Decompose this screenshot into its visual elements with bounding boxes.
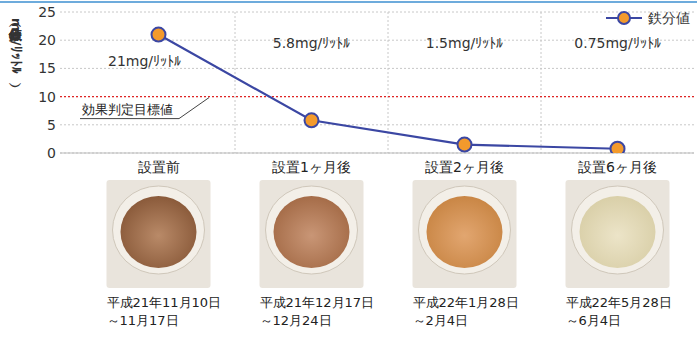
grid [60,12,694,153]
photo-inner [580,196,656,268]
marks [152,28,625,153]
data-labels: 21mg/ﾘｯﾄﾙ 5.8mg/ﾘｯﾄﾙ 1.5mg/ﾘｯﾄﾙ 0.75mg/ﾘｯﾄﾙ [108,35,661,69]
grid-line [60,96,694,97]
photo-caption: 平成21年11月10日 [107,295,222,310]
photo-caption: ～12月24日 [260,313,332,328]
x-tick-label: 設置前 [138,159,180,175]
x-axis-line [60,153,694,154]
y-tick-label: 10 [38,89,56,105]
x-tick-label: 設置6ヶ月後 [578,159,657,175]
photo-rim [113,186,205,274]
reference-label: 効果判定目標値 [82,102,173,117]
photo-caption: ～11月17日 [107,313,179,328]
photo-inner [121,196,197,268]
reference-underline [80,118,179,119]
y-axis-title: 鉄分値（mg/ﾘｯﾄﾙ） [9,18,24,88]
category-separator [235,12,236,153]
series-marker [611,142,625,153]
series-marker [152,28,166,42]
grid-line [60,124,694,125]
photo-caption: 平成21年12月17日 [260,295,375,310]
photo-frame [260,180,364,288]
y-tick-label: 15 [38,60,56,76]
series-marker [305,113,319,127]
series-marker [458,138,472,152]
grid-line [60,153,694,154]
data-label: 21mg/ﾘｯﾄﾙ [108,53,181,69]
chart-root: 0 5 10 15 20 25 鉄分値（mg/ﾘｯﾄﾙ） 効果判定目標値 21mg/ﾘｯﾄﾙ 5.… [0,0,697,352]
y-tick-label: 20 [38,32,56,48]
x-tick-label: 設置2ヶ月後 [425,159,504,175]
grid-line [60,12,694,13]
photo-caption: 平成22年5月28日 [566,295,672,310]
photo-rim [419,186,511,274]
data-label: 0.75mg/ﾘｯﾄﾙ [574,35,660,51]
photo-inner [274,196,350,268]
y-tick-label: 25 [38,4,56,20]
y-tick-label: 5 [47,117,56,133]
photo-caption: ～2月4日 [413,313,469,328]
photo-frame [413,180,517,288]
category-separator [541,12,542,153]
photo-rim [572,186,664,274]
legend-marker [618,12,630,24]
reference-line [60,96,694,97]
photo-caption: ～6月4日 [566,313,622,328]
data-label: 5.8mg/ﾘｯﾄﾙ [273,35,351,51]
photo-rim [266,186,358,274]
series-line [159,35,618,149]
reference-leader [179,98,209,119]
legend: 鉄分値 [606,10,690,26]
photo-inner [427,196,503,268]
data-label: 1.5mg/ﾘｯﾄﾙ [426,35,504,51]
y-tick-label: 0 [47,145,56,161]
x-tick-label: 設置1ヶ月後 [272,159,351,175]
top-rule [0,1,697,3]
photo-frame [566,180,670,288]
legend-label: 鉄分値 [648,10,690,26]
photo-frame [107,180,211,288]
photo-caption: 平成22年1月28日 [413,295,519,310]
